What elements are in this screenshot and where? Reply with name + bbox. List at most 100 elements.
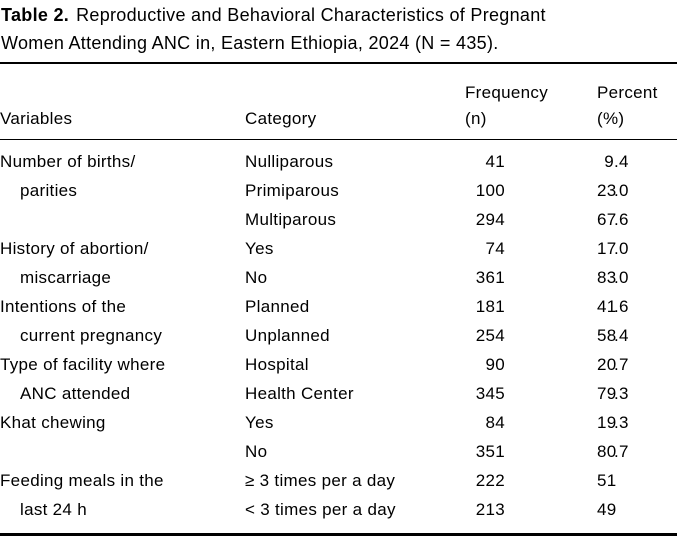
frequency-cell: 222 bbox=[465, 466, 597, 495]
category-cell: Nulliparous bbox=[245, 140, 465, 177]
percent-value-frac: .3 bbox=[614, 413, 629, 432]
variable-cell: Feeding meals in the bbox=[0, 466, 245, 495]
table-row: Type of facility where Hospital 90 20.7 bbox=[0, 350, 677, 379]
variable-cell: last 24 h bbox=[0, 495, 245, 535]
percent-value-int: 58 bbox=[597, 326, 617, 345]
frequency-cell: 84 bbox=[465, 408, 597, 437]
column-header-frequency: Frequency (n) bbox=[465, 63, 597, 140]
table-caption: Table 2. Reproductive and Behavioral Char… bbox=[1, 1, 677, 57]
variable-cell: Type of facility where bbox=[0, 350, 245, 379]
variable-label: History of abortion/ bbox=[0, 239, 149, 258]
percent-cell: 9.4 bbox=[597, 140, 677, 177]
variable-label: Number of births/ bbox=[0, 152, 136, 171]
category-label: Yes bbox=[245, 239, 274, 258]
percent-value-int: 9 bbox=[604, 152, 614, 171]
caption-text-line1: Reproductive and Behavioral Characterist… bbox=[76, 5, 546, 25]
frequency-value: 100 bbox=[475, 181, 505, 200]
variable-label: miscarriage bbox=[20, 268, 112, 287]
frequency-value: 351 bbox=[475, 442, 505, 461]
table-row: current pregnancy Unplanned 254 58.4 bbox=[0, 321, 677, 350]
variable-label: Type of facility where bbox=[0, 355, 166, 374]
column-header-percent: Percent (%) bbox=[597, 63, 677, 140]
percent-cell: 23.0 bbox=[597, 176, 677, 205]
frequency-value: 222 bbox=[475, 471, 505, 490]
variable-cell: miscarriage bbox=[0, 263, 245, 292]
percent-value-int: 51 bbox=[597, 471, 617, 490]
percent-value-int: 80 bbox=[597, 442, 617, 461]
table-row: No 351 80.7 bbox=[0, 437, 677, 466]
category-label: Hospital bbox=[245, 355, 309, 374]
category-label: Health Center bbox=[245, 384, 354, 403]
category-cell: No bbox=[245, 437, 465, 466]
percent-cell: 67.6 bbox=[597, 205, 677, 234]
percent-cell: 79.3 bbox=[597, 379, 677, 408]
percent-value-int: 49 bbox=[597, 500, 617, 519]
category-label: Multiparous bbox=[245, 210, 337, 229]
table-row: Khat chewing Yes 84 19.3 bbox=[0, 408, 677, 437]
table-row: miscarriage No 361 83.0 bbox=[0, 263, 677, 292]
table-row: last 24 h < 3 times per a day 213 49 bbox=[0, 495, 677, 535]
percent-cell: 58.4 bbox=[597, 321, 677, 350]
category-label: No bbox=[245, 442, 268, 461]
category-label: Primiparous bbox=[245, 181, 339, 200]
table-row: History of abortion/Yes 74 17.0 bbox=[0, 234, 677, 263]
variable-cell: History of abortion/ bbox=[0, 234, 245, 263]
table-row: Feeding meals in the ≥ 3 times per a day 2… bbox=[0, 466, 677, 495]
frequency-cell: 294 bbox=[465, 205, 597, 234]
variable-cell: current pregnancy bbox=[0, 321, 245, 350]
percent-value-int: 19 bbox=[597, 413, 617, 432]
frequency-cell: 254 bbox=[465, 321, 597, 350]
table-row: Multiparous 294 67.6 bbox=[0, 205, 677, 234]
frequency-cell: 345 bbox=[465, 379, 597, 408]
percent-value-frac: .6 bbox=[614, 210, 629, 229]
variable-label: ANC attended bbox=[20, 384, 131, 403]
table-row: Intentions of the Planned 181 41.6 bbox=[0, 292, 677, 321]
frequency-value: 345 bbox=[475, 384, 505, 403]
category-cell: No bbox=[245, 263, 465, 292]
percent-cell: 49 bbox=[597, 495, 677, 535]
category-cell: Multiparous bbox=[245, 205, 465, 234]
variable-cell bbox=[0, 437, 245, 466]
variable-cell: Number of births/ bbox=[0, 140, 245, 177]
frequency-value: 213 bbox=[475, 500, 505, 519]
category-label: No bbox=[245, 268, 268, 287]
percent-value-frac: .7 bbox=[614, 355, 629, 374]
frequency-value: 90 bbox=[485, 355, 505, 374]
category-cell: Yes bbox=[245, 408, 465, 437]
characteristics-table: Variables Category Frequency (n) Percent… bbox=[0, 62, 677, 536]
frequency-cell: 181 bbox=[465, 292, 597, 321]
category-label: Yes bbox=[245, 413, 274, 432]
percent-cell: 20.7 bbox=[597, 350, 677, 379]
variable-label: Khat chewing bbox=[0, 413, 106, 432]
table-row: parities Primiparous 100 23.0 bbox=[0, 176, 677, 205]
variable-label: current pregnancy bbox=[20, 326, 163, 345]
frequency-value: 74 bbox=[485, 239, 505, 258]
percent-value-frac: .7 bbox=[614, 442, 629, 461]
percent-cell: 19.3 bbox=[597, 408, 677, 437]
category-label: Planned bbox=[245, 297, 310, 316]
category-cell: < 3 times per a day bbox=[245, 495, 465, 535]
frequency-cell: 90 bbox=[465, 350, 597, 379]
variable-label: Intentions of the bbox=[0, 297, 127, 316]
frequency-value: 181 bbox=[475, 297, 505, 316]
category-cell: Primiparous bbox=[245, 176, 465, 205]
variable-label: parities bbox=[20, 181, 78, 200]
frequency-value: 294 bbox=[475, 210, 505, 229]
category-cell: Hospital bbox=[245, 350, 465, 379]
table-body: Number of births/Nulliparous 41 9.4 paritie… bbox=[0, 140, 677, 535]
variable-cell bbox=[0, 205, 245, 234]
caption-label: Table 2. bbox=[1, 5, 70, 25]
category-label: ≥ 3 times per a day bbox=[245, 471, 396, 490]
category-label: < 3 times per a day bbox=[245, 500, 396, 519]
category-label: Nulliparous bbox=[245, 152, 334, 171]
percent-value-frac: .4 bbox=[614, 152, 629, 171]
percent-cell: 17.0 bbox=[597, 234, 677, 263]
table-row: ANC attended Health Center 345 79.3 bbox=[0, 379, 677, 408]
variable-cell: Khat chewing bbox=[0, 408, 245, 437]
percent-cell: 51 bbox=[597, 466, 677, 495]
percent-value-int: 79 bbox=[597, 384, 617, 403]
percent-cell: 80.7 bbox=[597, 437, 677, 466]
header-row: Variables Category Frequency (n) Percent… bbox=[0, 63, 677, 140]
category-label: Unplanned bbox=[245, 326, 330, 345]
